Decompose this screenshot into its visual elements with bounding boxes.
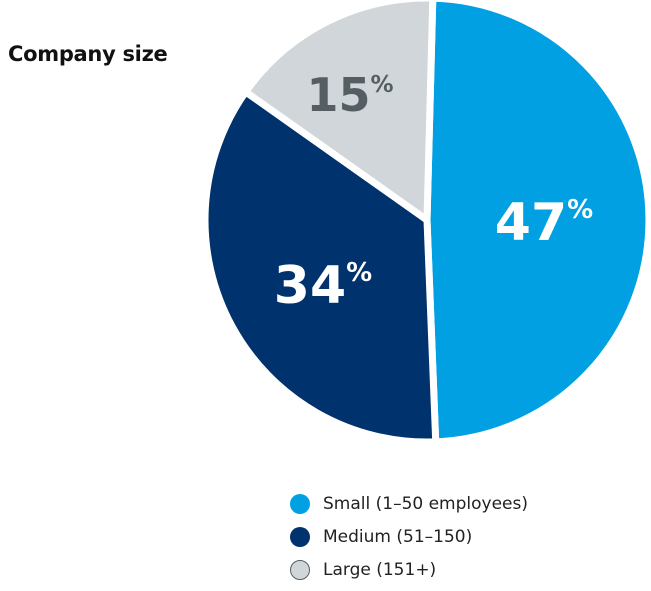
pie-slice-medium xyxy=(201,88,440,446)
data-label-large: 15% xyxy=(306,68,393,122)
pie-slice-small xyxy=(423,0,651,446)
legend-swatch-medium xyxy=(290,526,310,547)
legend-label-large: Large (151+) xyxy=(323,559,437,580)
legend-item-medium: Medium (51–150) xyxy=(290,520,528,553)
legend: Small (1–50 employees) Medium (51–150) L… xyxy=(290,487,528,586)
legend-label-small: Small (1–50 employees) xyxy=(323,493,529,514)
legend-label-medium: Medium (51–150) xyxy=(323,526,473,547)
legend-swatch-small xyxy=(290,493,310,514)
legend-item-small: Small (1–50 employees) xyxy=(290,487,528,520)
legend-swatch-large xyxy=(290,559,310,580)
pie-chart: 47% 34% 15% xyxy=(201,0,651,446)
data-label-small: 47% xyxy=(495,193,593,253)
pie-slice-large xyxy=(242,0,437,224)
chart-title: Company size xyxy=(8,42,168,66)
legend-item-large: Large (151+) xyxy=(290,553,528,586)
data-label-medium: 34% xyxy=(274,256,372,316)
